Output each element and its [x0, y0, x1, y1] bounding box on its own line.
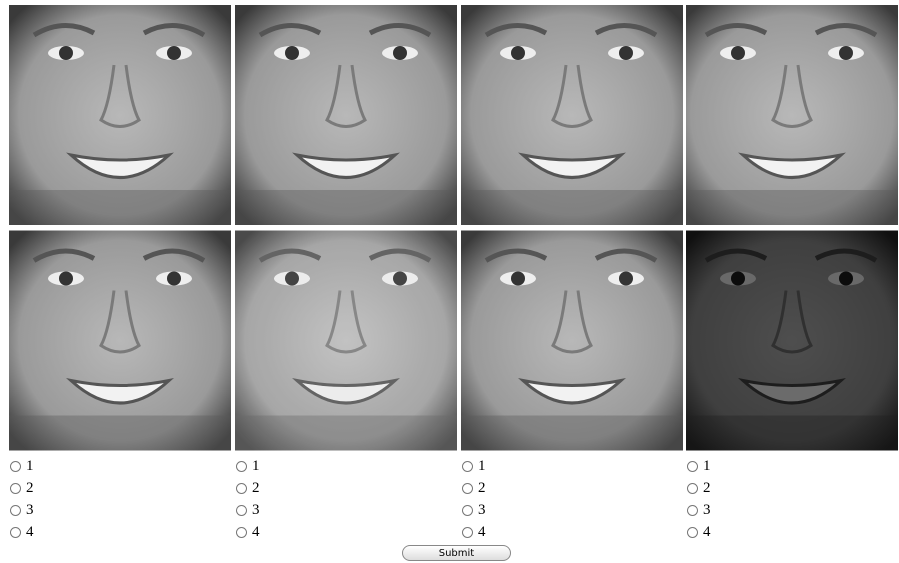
radio-option[interactable]: 4	[687, 523, 711, 541]
face-image	[9, 5, 231, 225]
radio-option[interactable]: 2	[462, 479, 486, 497]
radio-option[interactable]: 1	[687, 457, 711, 475]
radio-button[interactable]	[687, 505, 698, 516]
radio-button[interactable]	[10, 461, 21, 472]
radio-option[interactable]: 3	[10, 501, 34, 519]
radio-button[interactable]	[236, 483, 247, 494]
radio-option[interactable]: 1	[236, 457, 260, 475]
radio-button[interactable]	[236, 505, 247, 516]
radio-option[interactable]: 3	[462, 501, 486, 519]
option-label: 2	[703, 479, 711, 497]
face-image	[461, 5, 683, 225]
face-image	[686, 230, 898, 451]
radio-button[interactable]	[236, 527, 247, 538]
radio-option[interactable]: 3	[687, 501, 711, 519]
radio-option[interactable]: 2	[687, 479, 711, 497]
radio-button[interactable]	[10, 505, 21, 516]
radio-button[interactable]	[10, 527, 21, 538]
option-label: 4	[252, 523, 260, 541]
option-label: 1	[252, 457, 260, 475]
face-image	[9, 230, 231, 451]
option-label: 3	[703, 501, 711, 519]
option-label: 4	[478, 523, 486, 541]
radio-option[interactable]: 3	[236, 501, 260, 519]
radio-option[interactable]: 4	[236, 523, 260, 541]
radio-option[interactable]: 2	[10, 479, 34, 497]
face-image	[461, 230, 683, 451]
option-label: 2	[478, 479, 486, 497]
radio-button[interactable]	[687, 461, 698, 472]
radio-option[interactable]: 2	[236, 479, 260, 497]
radio-button[interactable]	[687, 483, 698, 494]
face-image	[235, 5, 457, 225]
radio-button[interactable]	[687, 527, 698, 538]
face-image	[686, 5, 898, 225]
page: 1234123412341234 Submit (() => { const d…	[0, 0, 899, 563]
option-label: 1	[478, 457, 486, 475]
submit-button[interactable]: Submit	[402, 545, 511, 561]
radio-option[interactable]: 4	[462, 523, 486, 541]
option-label: 3	[478, 501, 486, 519]
option-label: 4	[26, 523, 34, 541]
radio-button[interactable]	[462, 483, 473, 494]
radio-button[interactable]	[462, 461, 473, 472]
radio-option[interactable]: 4	[10, 523, 34, 541]
option-label: 3	[252, 501, 260, 519]
radio-option[interactable]: 1	[462, 457, 486, 475]
radio-button[interactable]	[10, 483, 21, 494]
option-label: 4	[703, 523, 711, 541]
radio-button[interactable]	[236, 461, 247, 472]
face-image	[235, 230, 457, 451]
option-label: 1	[703, 457, 711, 475]
option-label: 2	[26, 479, 34, 497]
radio-button[interactable]	[462, 527, 473, 538]
radio-option[interactable]: 1	[10, 457, 34, 475]
option-label: 2	[252, 479, 260, 497]
option-label: 1	[26, 457, 34, 475]
radio-button[interactable]	[462, 505, 473, 516]
option-label: 3	[26, 501, 34, 519]
